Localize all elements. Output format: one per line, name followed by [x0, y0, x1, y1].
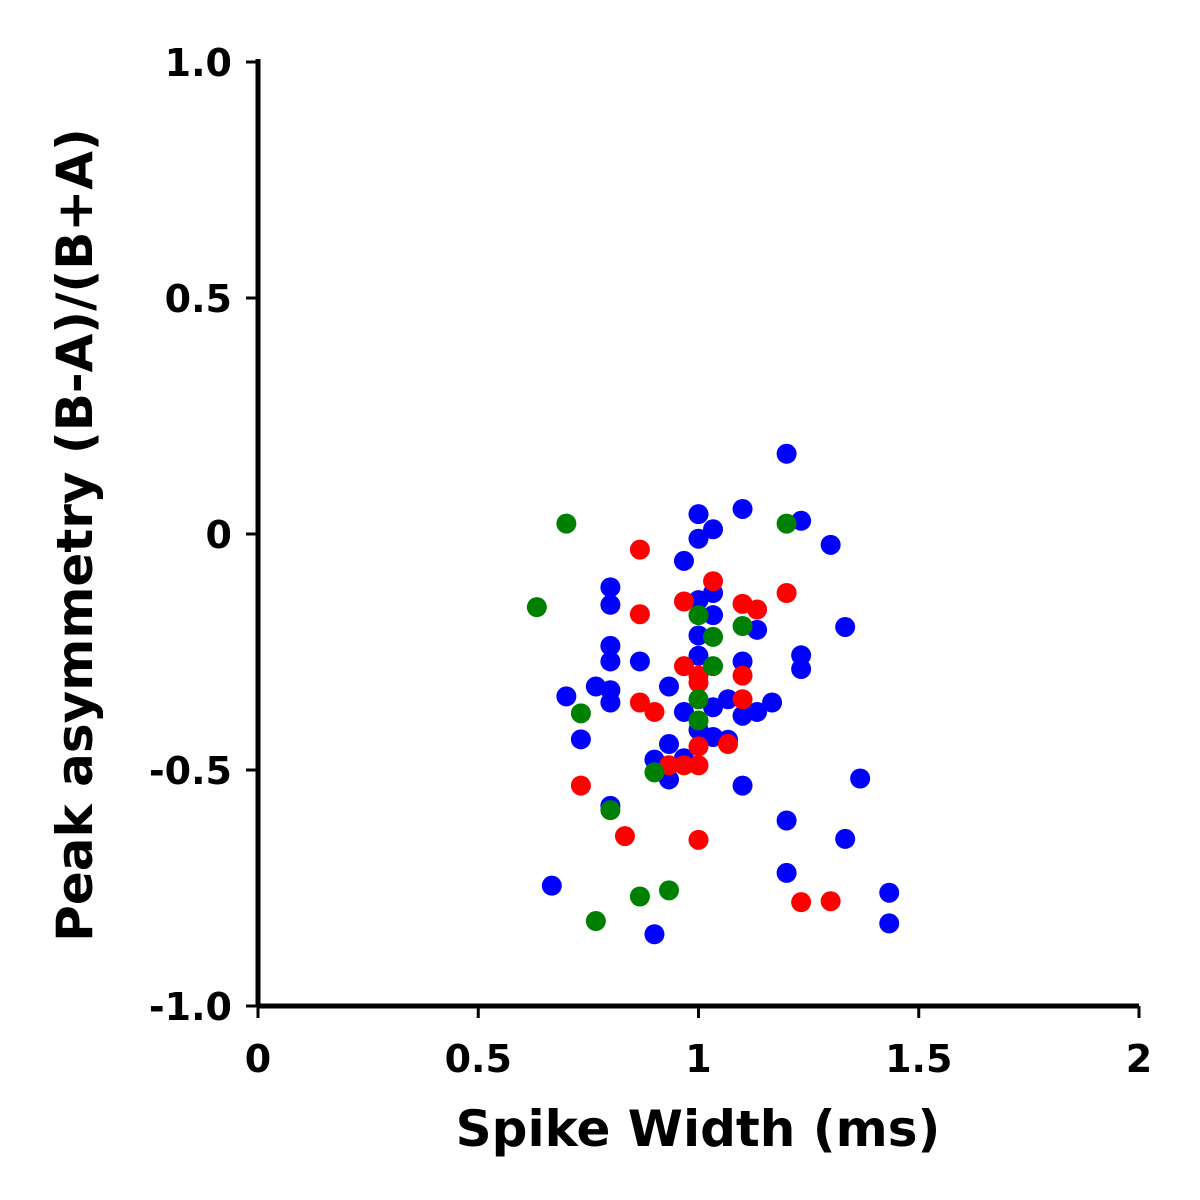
data-point — [732, 689, 753, 710]
data-point — [879, 913, 900, 934]
data-point — [658, 734, 679, 755]
data-point — [776, 862, 797, 883]
data-point — [791, 892, 812, 913]
data-point — [688, 504, 709, 525]
y-tick-label: 0.5 — [165, 277, 232, 321]
data-point — [600, 651, 621, 672]
data-point — [688, 755, 709, 776]
data-point — [629, 886, 650, 907]
data-point — [688, 672, 709, 693]
data-point — [629, 604, 650, 625]
data-point — [673, 591, 694, 612]
x-tick-label: 2 — [1126, 1037, 1152, 1081]
data-point — [600, 594, 621, 615]
data-point — [688, 710, 709, 731]
y-tick-label: 1.0 — [165, 41, 232, 85]
data-point — [644, 701, 665, 722]
data-point — [732, 651, 753, 672]
data-point — [688, 645, 709, 666]
data-point — [614, 826, 635, 847]
data-point — [629, 692, 650, 713]
data-point — [703, 697, 724, 718]
y-tick-label: -1.0 — [149, 985, 232, 1029]
data-points — [526, 443, 900, 945]
y-tick-label: 0 — [206, 513, 232, 557]
data-point — [718, 689, 739, 710]
data-point — [585, 911, 606, 932]
data-point — [688, 590, 709, 611]
tick-marks — [246, 60, 1141, 1018]
data-point — [835, 828, 856, 849]
data-point — [850, 768, 871, 789]
data-point — [688, 689, 709, 710]
data-point — [644, 762, 665, 783]
data-point — [688, 736, 709, 757]
data-point — [570, 703, 591, 724]
data-point — [600, 577, 621, 598]
data-point — [820, 534, 841, 555]
data-point — [776, 513, 797, 534]
data-point — [791, 645, 812, 666]
data-point — [732, 705, 753, 726]
x-tick-label: 1 — [685, 1037, 711, 1081]
data-point — [718, 734, 739, 755]
data-point — [688, 625, 709, 646]
data-point — [673, 656, 694, 677]
data-point — [703, 571, 724, 592]
data-point — [732, 775, 753, 796]
data-point — [556, 513, 577, 534]
data-point — [688, 829, 709, 850]
data-point — [600, 800, 621, 821]
data-point — [820, 891, 841, 912]
x-axis-title: Spike Width (ms) — [456, 1100, 941, 1158]
tick-labels: 0 0.5 1 1.5 2 -1.0 -0.5 0 0.5 1.0 — [149, 41, 1152, 1081]
data-point — [629, 539, 650, 560]
data-point — [703, 726, 724, 747]
data-point — [526, 597, 547, 618]
data-point — [732, 498, 753, 519]
data-point — [835, 616, 856, 637]
data-point — [747, 599, 768, 620]
data-point — [732, 665, 753, 686]
data-point — [556, 686, 577, 707]
data-point — [703, 626, 724, 647]
x-tick-label: 0.5 — [445, 1037, 512, 1081]
data-point — [776, 443, 797, 464]
data-point — [688, 605, 709, 626]
data-point — [703, 519, 724, 540]
data-point — [673, 550, 694, 571]
data-point — [703, 605, 724, 626]
y-tick-label: -0.5 — [149, 749, 232, 793]
data-point — [673, 701, 694, 722]
data-point — [791, 658, 812, 679]
y-axis-title: Peak asymmetry (B-A)/(B+A) — [46, 128, 104, 942]
data-point — [703, 656, 724, 677]
data-point — [600, 635, 621, 656]
data-point — [776, 810, 797, 831]
data-point — [570, 775, 591, 796]
data-point — [644, 924, 665, 945]
data-point — [776, 583, 797, 603]
data-point — [658, 676, 679, 697]
data-point — [629, 651, 650, 672]
x-tick-label: 1.5 — [885, 1037, 952, 1081]
data-point — [541, 875, 562, 896]
data-point — [570, 729, 591, 750]
data-point — [762, 692, 783, 713]
data-point — [658, 880, 679, 901]
data-point — [732, 616, 753, 637]
x-tick-label: 0 — [245, 1037, 271, 1081]
data-point — [600, 692, 621, 713]
data-point — [879, 882, 900, 903]
data-point — [673, 755, 694, 776]
data-point — [688, 528, 709, 549]
